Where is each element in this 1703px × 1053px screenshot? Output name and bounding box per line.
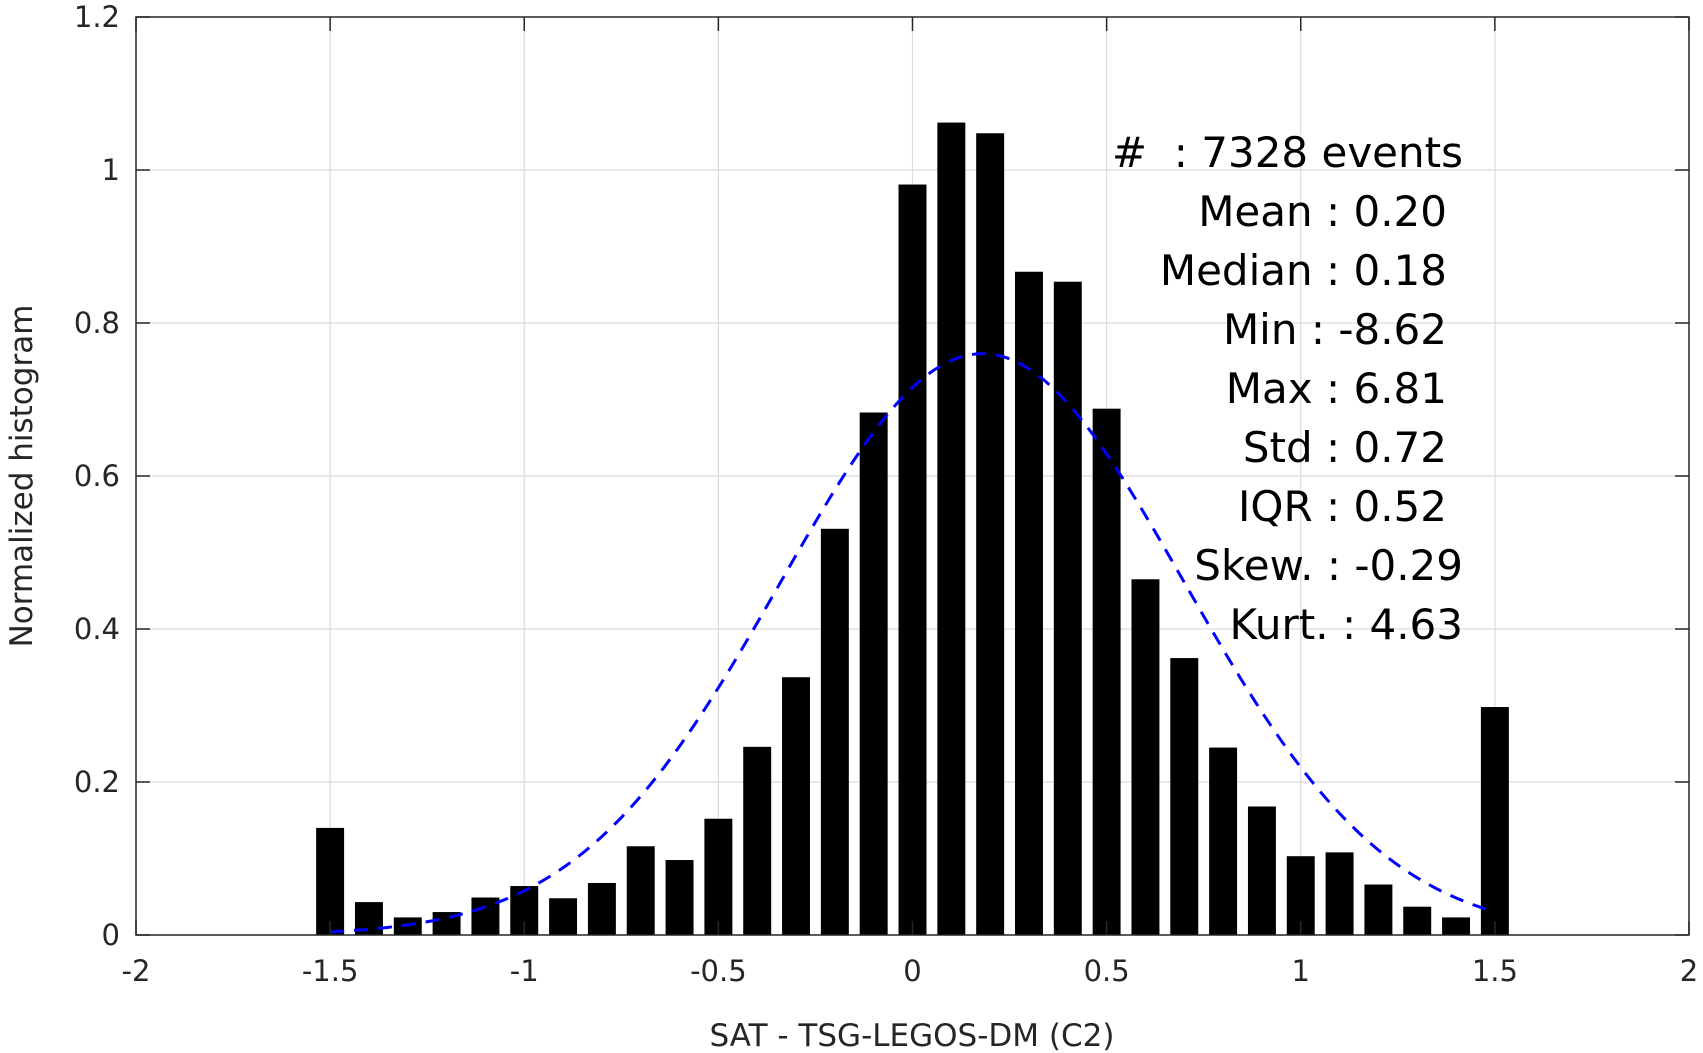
x-tick-label: -0.5 [690, 954, 747, 988]
histogram-bar [549, 898, 578, 935]
y-tick-labels: 0 0.2 0.4 0.6 0.8 1 1.2 [74, 0, 120, 952]
histogram-bar [1403, 906, 1432, 935]
stat-kurt: Kurt. : 4.63 [1229, 600, 1463, 649]
x-tick-label: 1.5 [1472, 954, 1518, 988]
y-tick-label: 0.2 [74, 765, 120, 799]
y-tick-label: 1.2 [74, 0, 120, 34]
histogram-bar [859, 412, 888, 935]
histogram-bar [898, 184, 927, 935]
histogram-bar [743, 746, 772, 935]
stat-median: Median : 0.18 [1160, 246, 1447, 295]
histogram-bar [665, 860, 694, 935]
histogram-bar [1325, 852, 1354, 935]
x-tick-labels: -2 -1.5 -1 -0.5 0 0.5 1 1.5 2 [122, 954, 1699, 988]
y-axis-label: Normalized histogram [4, 305, 40, 648]
y-tick-label: 0.4 [74, 612, 120, 646]
stat-mean: Mean : 0.20 [1198, 187, 1447, 236]
normal-fit-curve [330, 352, 1496, 934]
x-tick-label: -2 [122, 954, 151, 988]
x-tick-label: -1.5 [302, 954, 359, 988]
y-tick-label: 0.8 [74, 306, 120, 340]
y-tick-label: 0.6 [74, 459, 120, 493]
x-tick-label: 2 [1680, 954, 1698, 988]
histogram-bar [782, 677, 811, 935]
stat-max: Max : 6.81 [1226, 364, 1447, 413]
histogram-bar [587, 882, 616, 935]
histogram-bar [1247, 806, 1276, 935]
stat-skew: Skew. : -0.29 [1194, 541, 1463, 590]
histogram-bar [1480, 707, 1509, 935]
y-tick-label: 1 [102, 153, 120, 187]
histogram-bar [471, 897, 500, 935]
histogram-bar [626, 846, 655, 935]
x-tick-label: -1 [510, 954, 539, 988]
stat-iqr: IQR : 0.52 [1238, 482, 1447, 531]
stat-std: Std : 0.72 [1243, 423, 1447, 472]
histogram-bar [1053, 281, 1082, 935]
x-tick-label: 0 [903, 954, 921, 988]
histogram-bar [1442, 917, 1471, 935]
histogram-bar [1170, 658, 1199, 935]
histogram-bar [704, 818, 733, 935]
histogram-bars [316, 122, 1509, 935]
x-tick-label: 1 [1292, 954, 1310, 988]
x-tick-label: 0.5 [1084, 954, 1130, 988]
histogram-bar [1014, 271, 1043, 935]
histogram-bar [820, 528, 849, 935]
stat-events: # : 7328 events [1112, 128, 1463, 177]
x-axis-label: SAT - TSG-LEGOS-DM (C2) [710, 1018, 1115, 1053]
histogram-bar [937, 122, 966, 935]
histogram-bar [1092, 408, 1121, 935]
histogram-bar [316, 827, 345, 935]
y-tick-label: 0 [102, 918, 120, 952]
histogram-bar [1209, 747, 1238, 935]
axis-ticks [135, 16, 1690, 936]
histogram-bar [432, 912, 461, 935]
histogram-bar [976, 133, 1005, 935]
histogram-bar [1131, 579, 1160, 935]
histogram-bar [1364, 884, 1393, 935]
stat-min: Min : -8.62 [1223, 305, 1447, 354]
stats-annotation: # : 7328 events Mean : 0.20 Median : 0.1… [1112, 128, 1463, 649]
